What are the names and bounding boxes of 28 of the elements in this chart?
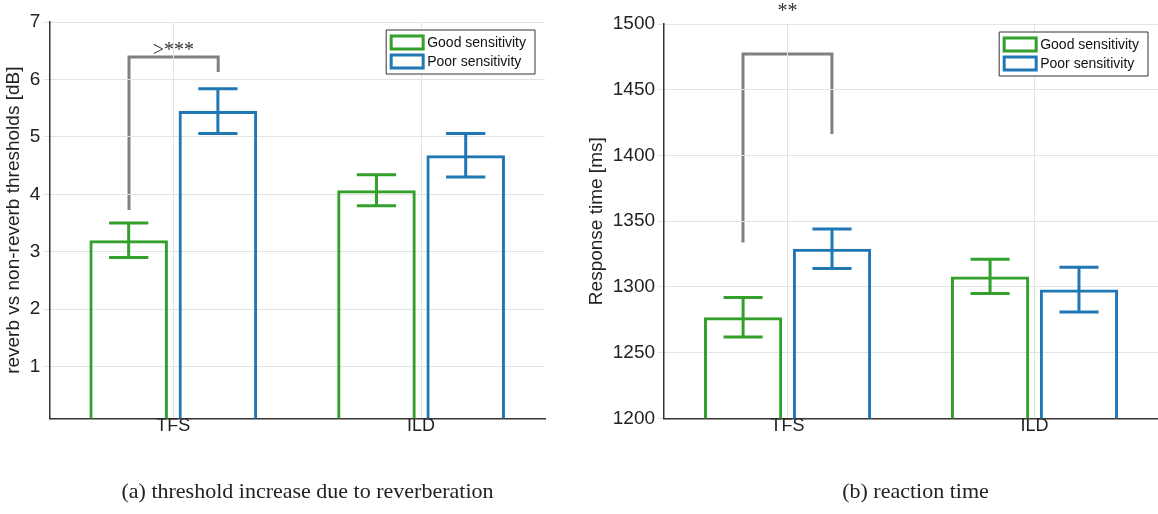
legend-label: Good sensitivity: [427, 33, 527, 50]
y-tick-label: 1300: [612, 275, 656, 297]
y-tick-label: 1: [29, 354, 41, 376]
x-tick-label: TFS: [156, 415, 191, 436]
y-tick-label: 5: [29, 125, 41, 147]
y-tick-label: 6: [29, 67, 41, 89]
legend-label: Poor sensitivity: [427, 52, 522, 69]
text: (a) threshold increase due to reverberation: [120, 478, 495, 504]
y-tick-label: 4: [29, 182, 41, 204]
text: **: [777, 0, 798, 22]
y-tick-label: 2: [29, 297, 41, 319]
y-axis-title: Response time [ms]: [584, 137, 606, 306]
y-tick-label: 3: [29, 240, 41, 262]
x-tick-label: ILD: [407, 415, 436, 436]
y-axis-title: reverb vs non-reverb thresholds [dB]: [1, 66, 23, 374]
y-tick-label: 1500: [612, 12, 656, 34]
annotation: >***: [152, 38, 194, 61]
legend-label: Good sensitivity: [1040, 35, 1140, 52]
y-tick-label: 1450: [612, 77, 656, 99]
x-tick-label: TFS: [770, 415, 805, 436]
legend-label: Poor sensitivity: [1040, 54, 1135, 71]
text: (b) reaction time: [841, 478, 990, 504]
y-tick-label: 1350: [612, 209, 656, 231]
y-tick-label: 1250: [612, 340, 656, 362]
x-tick-label: ILD: [1020, 415, 1049, 436]
y-tick-label: 1400: [612, 143, 656, 165]
y-tick-label: 1200: [612, 406, 656, 428]
y-tick-label: 7: [29, 10, 41, 32]
